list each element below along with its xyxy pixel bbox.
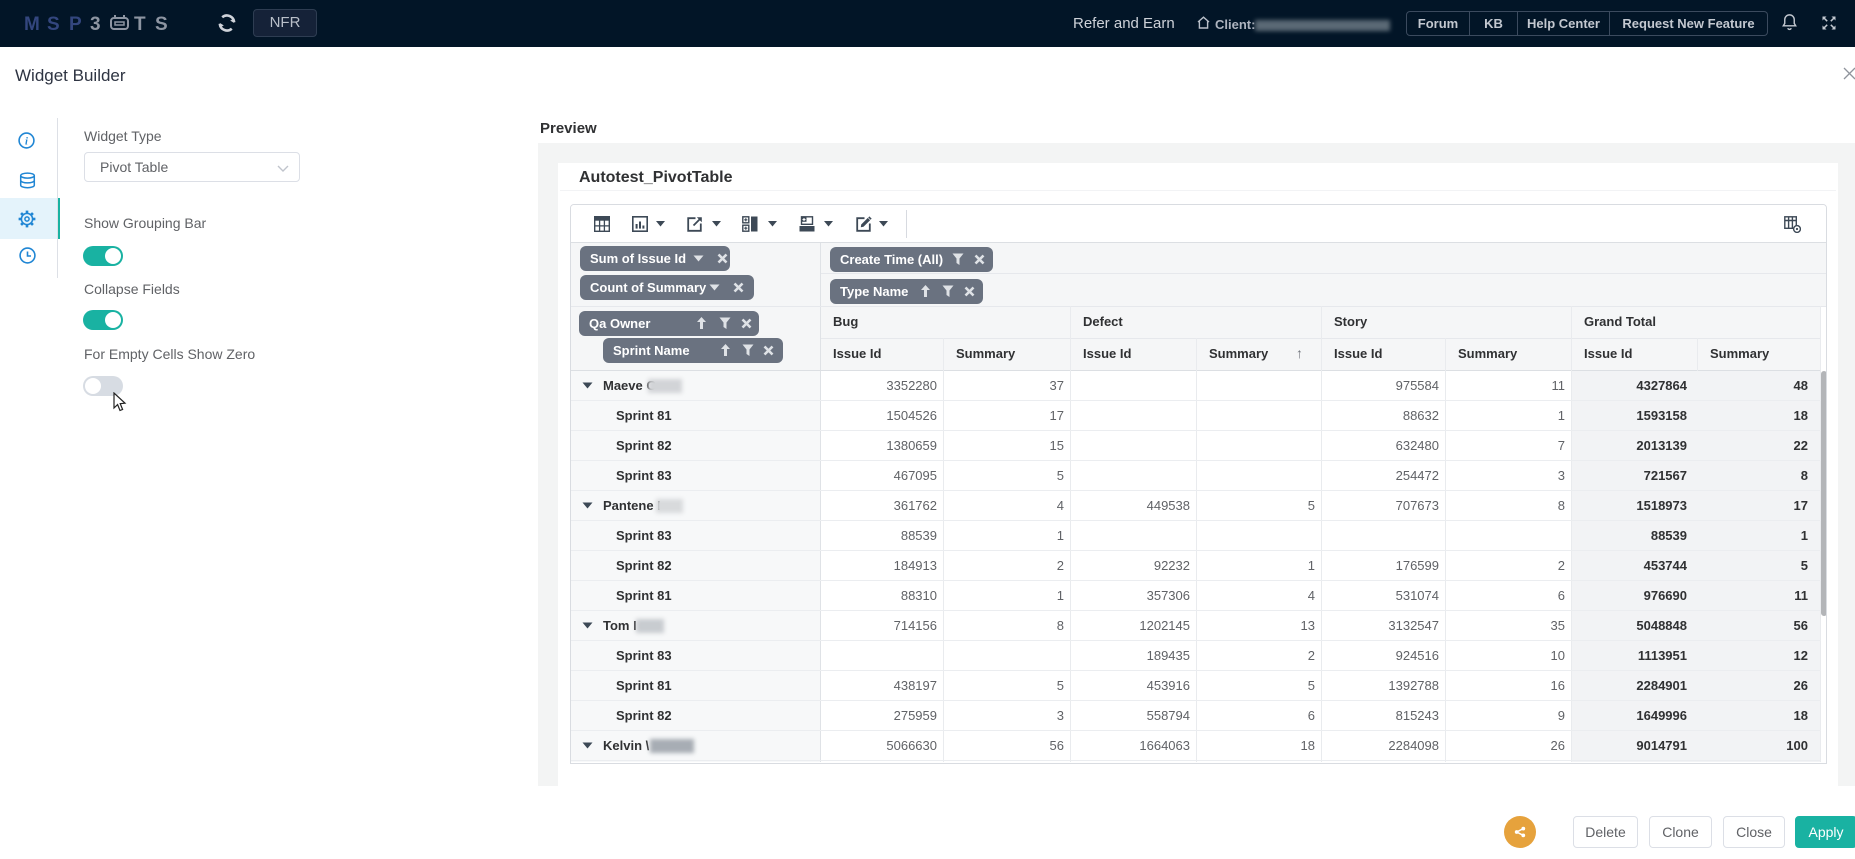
svg-text:P: P	[69, 14, 82, 35]
svg-text:M: M	[24, 14, 40, 35]
svg-text:i: i	[25, 136, 28, 147]
svg-text:S: S	[47, 14, 60, 35]
svg-text:T: T	[134, 14, 146, 35]
svg-text:S: S	[155, 14, 168, 35]
svg-text:3: 3	[90, 14, 101, 35]
